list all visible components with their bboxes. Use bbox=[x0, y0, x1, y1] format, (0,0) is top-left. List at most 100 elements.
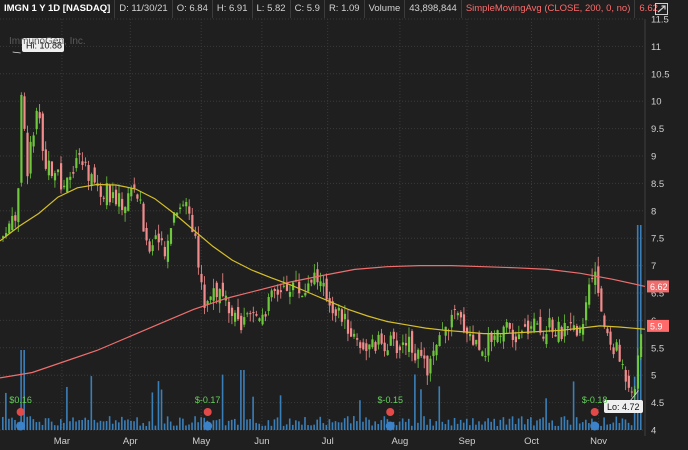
candle-body bbox=[621, 364, 624, 366]
candle-body bbox=[84, 161, 87, 163]
volume-bar bbox=[557, 425, 560, 430]
volume-bar bbox=[307, 425, 309, 430]
volume-bar bbox=[618, 423, 621, 430]
volume-bar bbox=[377, 424, 380, 430]
candle-body bbox=[160, 238, 163, 241]
candle-body bbox=[261, 314, 264, 325]
chart-header: IMGN 1 Y 1D [NASDAQ] D: 11/30/21 O: 6.84… bbox=[0, 0, 688, 18]
volume-bar bbox=[542, 417, 544, 430]
candle-body bbox=[14, 215, 17, 221]
candle-body bbox=[38, 112, 41, 119]
volume-bar bbox=[539, 418, 541, 430]
candle-body bbox=[465, 327, 469, 334]
expand-icon[interactable] bbox=[655, 3, 668, 15]
price-tags: 6.62 5.9 bbox=[647, 280, 669, 332]
volume-bar bbox=[96, 422, 99, 430]
candle-body bbox=[301, 296, 304, 298]
candle-body bbox=[267, 297, 270, 312]
volume-bar bbox=[472, 418, 474, 430]
candle-body bbox=[603, 315, 606, 327]
x-tick-label: Oct bbox=[524, 436, 539, 447]
candle-body bbox=[533, 318, 536, 332]
study-label[interactable]: SimpleMovingAvg (CLOSE, 200, 0, no) bbox=[462, 0, 636, 18]
candle-body bbox=[588, 284, 591, 305]
candle-body bbox=[166, 240, 170, 262]
volume-bar bbox=[328, 419, 331, 430]
volume-bar bbox=[78, 420, 80, 430]
volume-bar bbox=[261, 425, 264, 430]
candle-body bbox=[597, 266, 600, 293]
candle-body bbox=[26, 132, 29, 177]
candle-body bbox=[420, 349, 423, 356]
volume-bar bbox=[420, 389, 422, 430]
earnings-value: $-0.15 bbox=[377, 395, 403, 405]
volume-bar bbox=[72, 417, 74, 430]
candle-body bbox=[395, 340, 398, 354]
y-tick-label: 4.5 bbox=[651, 398, 664, 409]
volume-bar bbox=[124, 420, 126, 430]
candle-body bbox=[426, 355, 429, 376]
volume-bar bbox=[218, 419, 221, 430]
candle-body bbox=[548, 317, 551, 328]
y-tick-label: 7 bbox=[651, 261, 656, 272]
volume-bar bbox=[609, 424, 612, 430]
x-tick-label: Sep bbox=[459, 436, 476, 447]
date-readout: D: 11/30/21 bbox=[115, 0, 173, 18]
price-tag-box bbox=[647, 280, 669, 293]
candle-body bbox=[417, 349, 420, 359]
candle-body bbox=[636, 355, 640, 389]
candle-body bbox=[90, 174, 93, 187]
symbol-label[interactable]: IMGN 1 Y 1D [NASDAQ] bbox=[0, 0, 116, 18]
candle-body bbox=[32, 135, 35, 147]
y-tick-label: 11.5 bbox=[651, 15, 669, 26]
volume-bar bbox=[627, 422, 630, 430]
candle-body bbox=[282, 285, 286, 287]
candle-body bbox=[545, 334, 548, 345]
candle-body bbox=[444, 326, 447, 336]
volume-bar bbox=[353, 416, 355, 430]
volume-readout: 43,898,844 bbox=[405, 0, 462, 18]
volume-bar bbox=[533, 425, 535, 430]
volume-bar bbox=[310, 425, 312, 430]
candle-body bbox=[453, 308, 456, 310]
candle-body bbox=[554, 334, 557, 337]
candle-body bbox=[606, 328, 609, 334]
volume-bar bbox=[453, 417, 456, 430]
volume-bar bbox=[215, 420, 218, 430]
candle-body bbox=[243, 317, 246, 325]
candle-body bbox=[392, 331, 395, 339]
candle-body bbox=[365, 343, 368, 352]
volume-bar bbox=[313, 424, 315, 430]
y-tick-label: 9 bbox=[651, 152, 656, 163]
candle-body bbox=[221, 282, 224, 297]
candle-body bbox=[551, 319, 554, 333]
volume-bar bbox=[224, 425, 227, 430]
lo-badge bbox=[604, 400, 643, 413]
candle-body bbox=[618, 344, 621, 362]
volume-bar bbox=[172, 425, 175, 430]
candle-body bbox=[307, 283, 310, 292]
candle-body bbox=[130, 188, 133, 197]
volume-bar bbox=[362, 421, 364, 430]
candle-body bbox=[200, 273, 203, 283]
volume-bar bbox=[139, 425, 141, 430]
volume-bar bbox=[121, 416, 123, 430]
candle-body bbox=[337, 307, 340, 311]
volume-bar bbox=[600, 425, 602, 430]
volume-bar bbox=[240, 370, 242, 430]
candle-body bbox=[343, 313, 347, 320]
earnings-dot bbox=[16, 408, 25, 416]
volume-bar bbox=[298, 421, 300, 430]
candle-body bbox=[377, 334, 380, 345]
volume-bar bbox=[63, 422, 65, 430]
earnings-value: $-0.18 bbox=[582, 395, 608, 405]
candle-body bbox=[240, 315, 243, 331]
candle-body bbox=[5, 233, 8, 237]
range-readout: R: 1.09 bbox=[325, 0, 365, 18]
candle-body bbox=[508, 322, 511, 329]
candle-body bbox=[331, 301, 334, 314]
candle-body bbox=[53, 173, 57, 181]
y-tick-label: 4 bbox=[651, 426, 656, 437]
volume-bar bbox=[35, 422, 38, 430]
